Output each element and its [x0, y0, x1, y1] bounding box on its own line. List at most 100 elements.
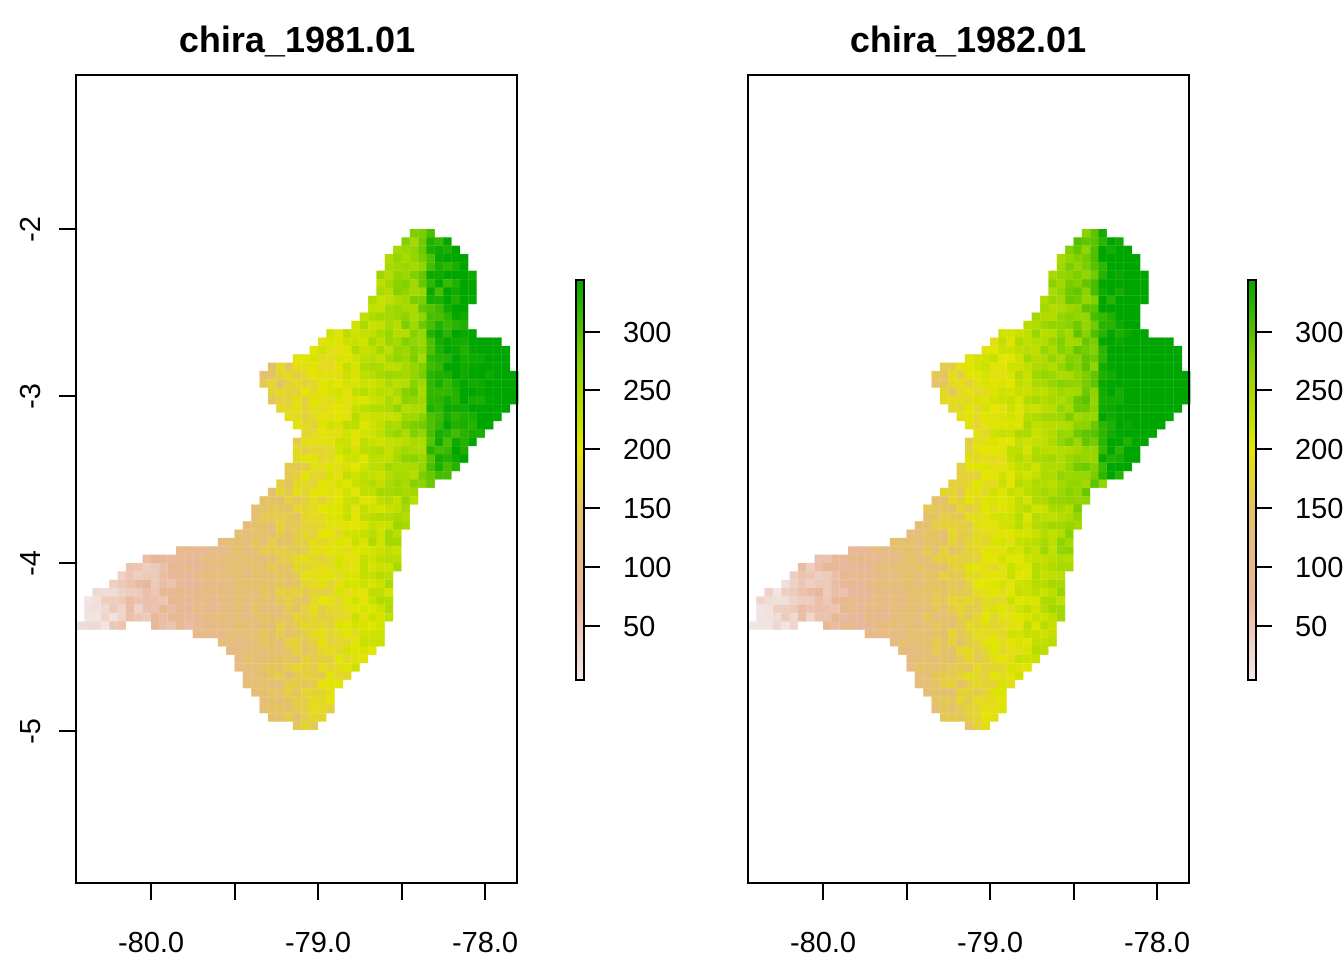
- raster-cell: [1073, 379, 1082, 388]
- raster-cell: [1065, 337, 1074, 346]
- raster-cell: [1031, 320, 1041, 330]
- raster-cell: [409, 387, 419, 396]
- raster-cell: [990, 446, 999, 455]
- raster-cell: [192, 613, 202, 622]
- raster-cell: [931, 688, 940, 697]
- raster-cell: [284, 546, 293, 555]
- raster-cell: [251, 671, 260, 680]
- raster-cell: [1023, 329, 1032, 338]
- raster-cell: [973, 412, 982, 422]
- raster-cell: [1157, 370, 1166, 380]
- raster-cell: [117, 604, 126, 614]
- raster-cell: [251, 529, 260, 538]
- legend-tick-label: 250: [623, 375, 671, 407]
- raster-cell: [1031, 412, 1041, 422]
- raster-cell: [973, 446, 982, 455]
- raster-cell: [117, 588, 126, 597]
- raster-cell: [209, 621, 218, 630]
- raster-cell: [343, 487, 352, 497]
- raster-cell: [368, 446, 377, 455]
- raster-cell: [251, 579, 260, 589]
- raster-cell: [276, 404, 285, 413]
- raster-cell: [501, 404, 511, 413]
- raster-cell: [881, 554, 890, 563]
- raster-cell: [434, 396, 444, 405]
- raster-cell: [459, 320, 469, 330]
- raster-cell: [418, 320, 427, 330]
- raster-cell: [284, 588, 293, 597]
- raster-cell: [1123, 304, 1132, 313]
- raster-cell: [418, 287, 427, 296]
- raster-cell: [1090, 404, 1099, 413]
- raster-cell: [797, 563, 807, 572]
- raster-cell: [981, 396, 990, 405]
- raster-cell: [485, 354, 494, 363]
- raster-cell: [318, 387, 327, 396]
- raster-cell: [234, 579, 243, 589]
- raster-cell: [914, 579, 924, 589]
- raster-cell: [806, 588, 815, 597]
- raster-cell: [276, 563, 285, 572]
- raster-cell: [176, 563, 185, 572]
- raster-cell: [242, 638, 252, 647]
- raster-cell: [914, 529, 924, 538]
- raster-cell: [1090, 479, 1099, 488]
- raster-cell: [1048, 454, 1057, 463]
- raster-cell: [964, 396, 974, 405]
- raster-cell: [393, 287, 402, 296]
- raster-cell: [973, 688, 982, 697]
- raster-cell: [309, 412, 318, 422]
- raster-cell: [914, 563, 924, 572]
- raster-cell: [814, 596, 823, 605]
- raster-cell: [376, 320, 385, 330]
- raster-cell: [931, 621, 940, 630]
- raster-cell: [326, 404, 335, 413]
- raster-cell: [973, 429, 982, 438]
- raster-cell: [343, 512, 352, 522]
- raster-cell: [309, 704, 318, 714]
- raster-cell: [990, 579, 999, 589]
- raster-cell: [1023, 588, 1032, 597]
- raster-cell: [964, 379, 974, 388]
- raster-cell: [1040, 563, 1049, 572]
- raster-cell: [259, 679, 268, 689]
- raster-cell: [376, 412, 385, 422]
- raster-cell: [1148, 412, 1157, 422]
- raster-cell: [359, 529, 369, 538]
- raster-cell: [409, 437, 419, 447]
- raster-cell: [267, 362, 277, 371]
- raster-cell: [906, 604, 915, 614]
- raster-cell: [1065, 345, 1074, 355]
- raster-cell: [1023, 596, 1032, 605]
- y-tick-label: -5: [15, 718, 47, 744]
- raster-cell: [923, 629, 932, 639]
- raster-cell: [167, 613, 177, 622]
- raster-cell: [1065, 370, 1074, 380]
- raster-cell: [393, 454, 402, 463]
- raster-cell: [326, 696, 335, 705]
- raster-cell: [217, 537, 227, 547]
- raster-cell: [359, 462, 369, 472]
- raster-cell: [831, 596, 840, 605]
- raster-cell: [309, 354, 318, 363]
- raster-cell: [1056, 479, 1066, 488]
- raster-cell: [981, 713, 990, 722]
- raster-cell: [376, 429, 385, 438]
- raster-cell: [1056, 521, 1066, 530]
- raster-cell: [931, 646, 940, 655]
- raster-cell: [434, 446, 444, 455]
- raster-cell: [898, 588, 907, 597]
- raster-cell: [831, 604, 840, 614]
- raster-cell: [998, 329, 1007, 338]
- raster-cell: [1090, 304, 1099, 313]
- raster-cell: [384, 345, 394, 355]
- raster-cell: [1131, 446, 1141, 455]
- raster-cell: [259, 613, 268, 622]
- raster-cell: [1065, 295, 1074, 305]
- raster-cell: [184, 604, 193, 614]
- raster-cell: [964, 546, 974, 555]
- raster-cell: [84, 621, 93, 630]
- raster-cell: [998, 345, 1007, 355]
- raster-cell: [443, 262, 452, 271]
- raster-cell: [284, 638, 293, 647]
